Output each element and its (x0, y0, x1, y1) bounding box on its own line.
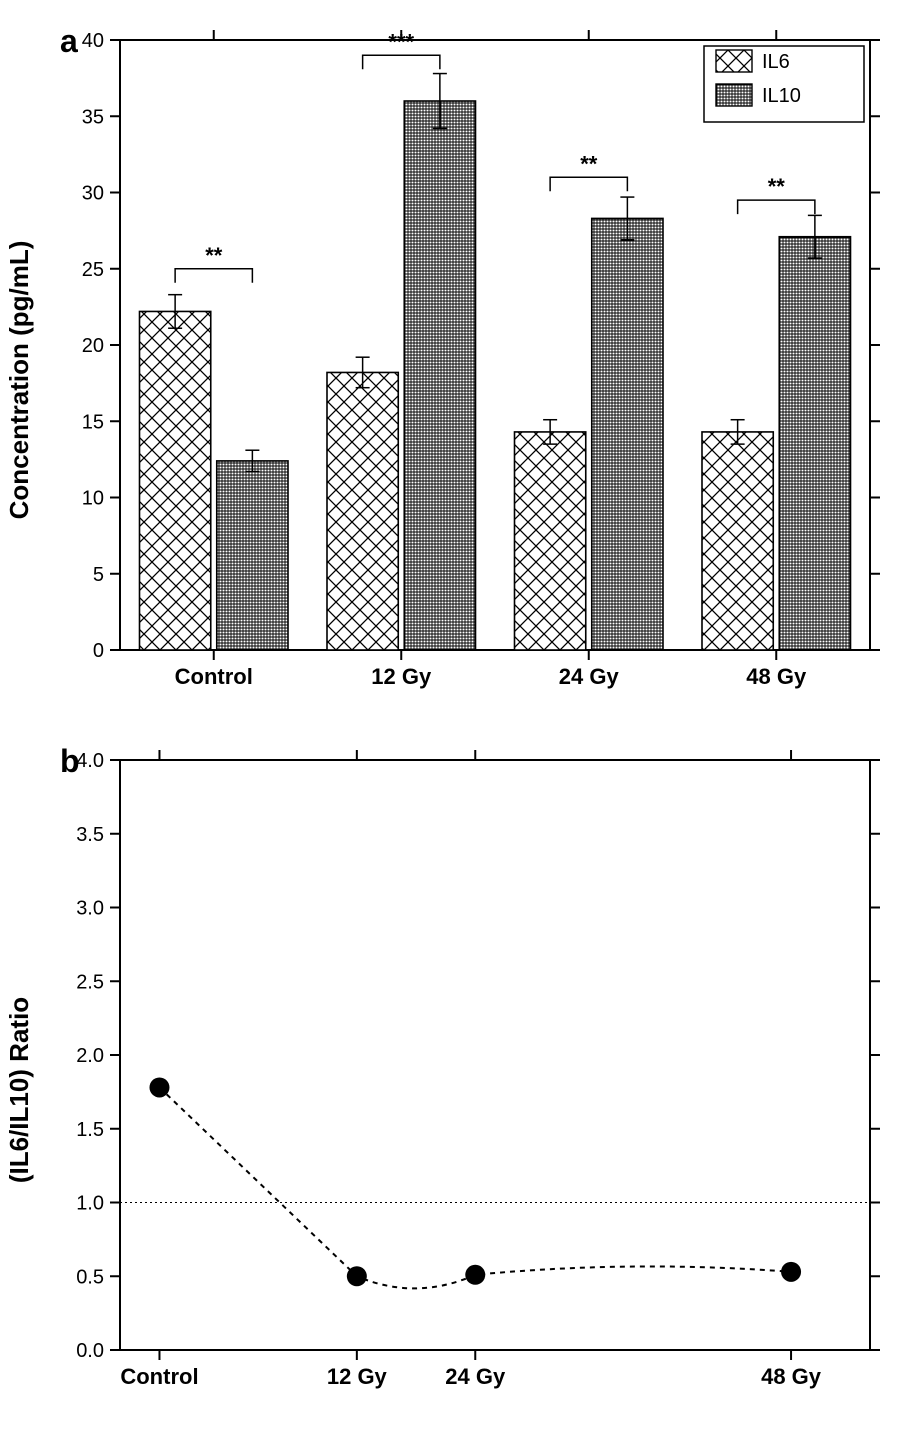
panel-b-svg: b (IL6/IL10) Ratio 0.00.51.01.52.02.53.0… (0, 730, 898, 1430)
y-tick-label: 1.0 (76, 1193, 104, 1215)
y-tick-label: 10 (82, 488, 104, 510)
y-tick-label: 1.5 (76, 1119, 104, 1141)
y-tick-label: 40 (82, 30, 104, 52)
x-category-label: 48 Gy (746, 664, 807, 689)
panel-a-svg: a Concentration (pg/mL) 0 5 10 15 20 25 30 35 40… (0, 10, 898, 730)
y-tick-label: 0.0 (76, 1340, 104, 1362)
y-tick-label: 15 (82, 411, 104, 433)
data-point (781, 1262, 801, 1282)
x-category-label: 48 Gy (761, 1364, 822, 1389)
bar-il10 (404, 101, 475, 650)
panel-b-y-title: (IL6/IL10) Ratio (4, 997, 34, 1183)
data-point (347, 1266, 367, 1286)
y-tick-label: 2.5 (76, 971, 104, 993)
y-tick-label: 20 (82, 335, 104, 357)
bar-il10 (592, 218, 663, 650)
legend-item-label: IL10 (762, 85, 801, 107)
x-category-label: 12 Gy (371, 664, 432, 689)
y-tick-label: 25 (82, 259, 104, 281)
bar-il10 (779, 237, 850, 650)
y-tick-label: 0 (93, 640, 104, 662)
bar-il6 (515, 432, 586, 650)
legend-swatch (716, 50, 752, 72)
y-tick-label: 35 (82, 106, 104, 128)
y-tick-label: 3.0 (76, 898, 104, 920)
x-category-label: 24 Gy (559, 664, 620, 689)
significance-label: ** (768, 174, 786, 199)
legend-item-label: IL6 (762, 51, 790, 73)
ratio-curve (159, 1087, 791, 1288)
significance-label: *** (388, 29, 414, 54)
y-tick-label: 3.5 (76, 824, 104, 846)
figure-container: a Concentration (pg/mL) 0 5 10 15 20 25 30 35 40… (0, 0, 898, 1440)
x-category-label: 24 Gy (445, 1364, 506, 1389)
bar-il10 (217, 461, 288, 650)
bar-il6 (327, 372, 398, 650)
x-category-label: 12 Gy (327, 1364, 388, 1389)
data-point (465, 1265, 485, 1285)
y-tick-label: 0.5 (76, 1266, 104, 1288)
y-tick-label: 5 (93, 564, 104, 586)
panel-a-label: a (60, 23, 78, 59)
y-tick-label: 4.0 (76, 750, 104, 772)
legend-swatch (716, 84, 752, 106)
data-point (149, 1077, 169, 1097)
panel-a: a Concentration (pg/mL) 0 5 10 15 20 25 30 35 40… (0, 10, 898, 730)
y-tick-label: 30 (82, 183, 104, 205)
panel-b: b (IL6/IL10) Ratio 0.00.51.01.52.02.53.0… (0, 730, 898, 1430)
bar-il6 (140, 311, 211, 650)
x-category-label: Control (120, 1364, 198, 1389)
significance-label: ** (580, 151, 598, 176)
x-category-label: Control (175, 664, 253, 689)
panel-a-y-title: Concentration (pg/mL) (4, 241, 34, 520)
bar-il6 (702, 432, 773, 650)
significance-label: ** (205, 243, 223, 268)
y-tick-label: 2.0 (76, 1045, 104, 1067)
